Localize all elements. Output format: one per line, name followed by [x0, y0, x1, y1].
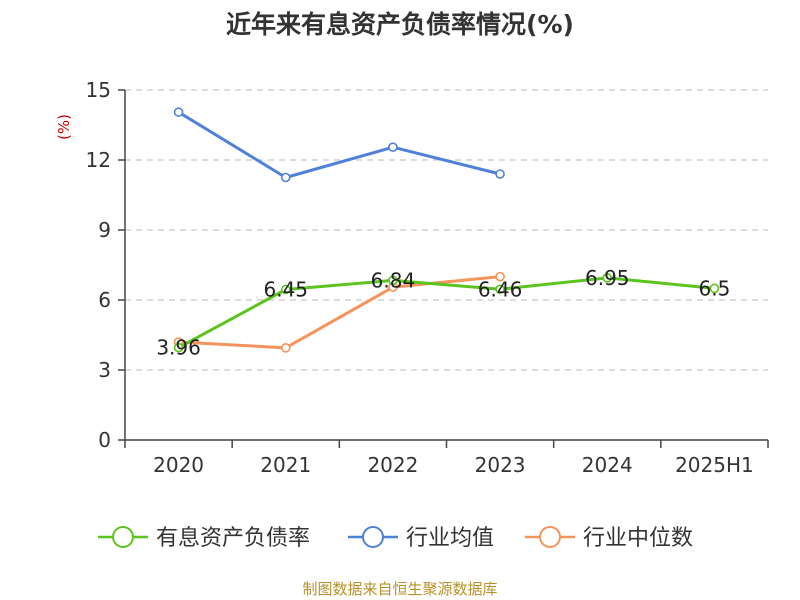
data-point [388, 142, 398, 152]
chart-title: 近年来有息资产负债率情况(%) [226, 10, 574, 39]
legend-label: 行业均值 [406, 526, 494, 551]
series-line [177, 276, 715, 349]
axes: 0 3 6 9 12 15 2020 2021 2022 2023 2024 2025H1 [86, 78, 769, 477]
y-tick-label: 15 [86, 78, 111, 102]
x-tick-label: 2025H1 [675, 453, 754, 477]
x-tick-label: 2021 [260, 453, 311, 477]
data-label: 6.84 [371, 268, 416, 292]
data-point [280, 284, 291, 295]
x-tick-label: 2022 [367, 453, 418, 477]
data-point [280, 172, 291, 183]
legend-label: 行业中位数 [583, 526, 693, 551]
data-point [173, 342, 184, 353]
grid-lines [125, 89, 768, 371]
y-axis-unit: (%) [55, 114, 73, 140]
legend-item[interactable]: 行业均值 [348, 526, 494, 551]
legend-label: 有息资产负债率 [156, 526, 310, 551]
x-tick-label: 2023 [475, 453, 526, 477]
legend[interactable]: 有息资产负债率 行业均值 行业中位数 [98, 526, 693, 551]
data-point [495, 169, 505, 179]
y-tick-label: 0 [98, 428, 111, 452]
source-note: 制图数据来自恒生聚源数据库 [302, 580, 497, 598]
data-point [602, 273, 613, 283]
legend-item[interactable]: 行业中位数 [525, 526, 693, 551]
data-point [495, 284, 505, 295]
data-label: 6.46 [478, 277, 523, 301]
series-line [178, 275, 501, 350]
series-group [173, 107, 720, 353]
data-point [173, 107, 184, 117]
y-tick-label: 3 [98, 358, 111, 382]
y-tick-label: 12 [86, 148, 111, 172]
data-point [495, 271, 505, 282]
legend-marker [112, 526, 134, 548]
data-label: 6.95 [585, 266, 630, 290]
legend-item[interactable]: 有息资产负债率 [98, 526, 310, 551]
data-labels: 3.96 6.45 6.84 6.46 6.95 6.5 [156, 266, 730, 360]
legend-marker [539, 526, 561, 548]
legend-marker [362, 526, 384, 548]
y-tick-label: 9 [98, 218, 111, 242]
x-tick-label: 2024 [582, 453, 633, 477]
series-line [177, 110, 501, 179]
data-point [388, 275, 398, 286]
data-label: 3.96 [156, 336, 201, 360]
data-point [280, 343, 291, 353]
data-label: 6.45 [263, 278, 308, 302]
data-point [709, 283, 720, 294]
y-tick-label: 6 [98, 288, 111, 312]
data-label: 6.5 [699, 276, 731, 300]
x-tick-label: 2020 [153, 453, 204, 477]
